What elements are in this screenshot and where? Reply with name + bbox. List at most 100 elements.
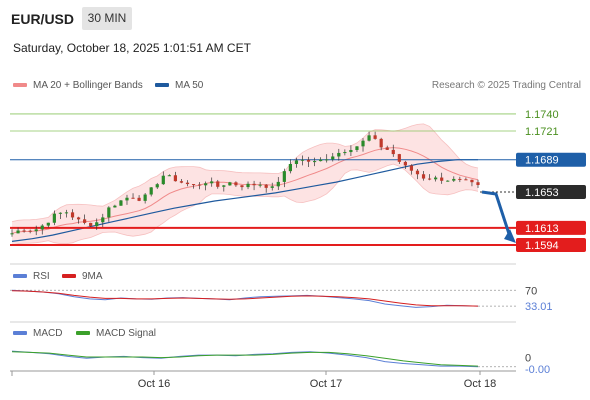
candle-body <box>379 138 383 148</box>
candle-body <box>240 185 244 188</box>
candle-body <box>476 182 480 186</box>
macd-zero-label: 0 <box>525 352 531 364</box>
candle-body <box>391 149 395 155</box>
candle-body <box>270 186 274 188</box>
candle-body <box>282 171 286 182</box>
candle-body <box>234 182 238 186</box>
candle-body <box>76 217 81 220</box>
candle-body <box>95 222 99 227</box>
legend-label-9ma: 9MA <box>82 271 103 282</box>
macd-line <box>11 350 479 368</box>
legend-ma50: MA 50 <box>155 80 203 91</box>
candle-body <box>131 197 135 199</box>
research-credit: Research © 2025 Trading Central <box>431 80 581 91</box>
timeframe-badge[interactable]: 30 MIN <box>82 7 132 30</box>
candle-body <box>113 205 117 208</box>
candle-body <box>70 212 75 218</box>
rsi-70-label: 70 <box>525 285 537 297</box>
legend-swatch-9ma <box>62 274 76 279</box>
candle-body <box>83 219 87 223</box>
x-tick-label: Oct 17 <box>310 378 342 390</box>
candle-body <box>415 170 420 175</box>
candle-body <box>337 152 341 157</box>
ma50-line <box>11 159 478 242</box>
candle-body <box>216 181 220 187</box>
candle-body <box>440 177 444 181</box>
candle-body <box>46 222 50 226</box>
candle-body <box>464 179 468 181</box>
candle-body <box>397 154 401 162</box>
legend-label-macd-signal: MACD Signal <box>96 328 157 339</box>
ma20-line <box>11 147 479 234</box>
candle-body <box>434 177 438 180</box>
candle-body <box>125 197 129 201</box>
legend-swatch-macd <box>13 331 27 336</box>
candle-body <box>40 225 44 230</box>
candle-body <box>325 159 329 161</box>
candle-body <box>452 178 456 181</box>
legend-9ma: 9MA <box>62 271 103 282</box>
candle-body <box>361 140 365 147</box>
candle-body <box>258 184 262 186</box>
bollinger-lower-line <box>11 163 479 246</box>
symbol-title: EUR/USD <box>11 11 75 27</box>
candle-body <box>155 184 159 188</box>
candle-body <box>264 184 268 188</box>
legend-label-rsi: RSI <box>33 271 50 282</box>
x-tick-label: Oct 18 <box>464 378 496 390</box>
candle-body <box>409 165 414 171</box>
candle-body <box>367 135 371 141</box>
candle-body <box>276 181 280 187</box>
level-label-1.1613: 1.1613 <box>525 223 559 235</box>
datetime-label: Saturday, October 18, 2025 1:01:51 AM CE… <box>13 41 251 55</box>
candle-body <box>421 174 426 179</box>
level-tag-1.1613 <box>516 220 586 235</box>
level-label-current: 1.1653 <box>525 187 559 199</box>
rsi-current-label: 33.01 <box>525 301 553 313</box>
candle-body <box>319 159 323 162</box>
projection-arrow-head <box>504 228 516 243</box>
candle-body <box>101 217 105 223</box>
legend-macd: MACD <box>13 328 62 339</box>
legend-bollinger: MA 20 + Bollinger Bands <box>13 80 143 91</box>
level-tag-1.1689 <box>516 152 586 167</box>
candle-body <box>204 183 208 186</box>
candle-body <box>34 229 38 232</box>
candle-body <box>252 183 256 186</box>
candle-body <box>349 149 353 153</box>
projection-arrow-line <box>481 190 512 238</box>
level-label-1.1689: 1.1689 <box>525 155 559 167</box>
level-label-1.1594: 1.1594 <box>525 240 559 252</box>
candle-body <box>167 175 171 177</box>
rsi-9ma-line <box>11 290 479 307</box>
candle-body <box>300 159 305 161</box>
x-tick-label: Oct 16 <box>138 378 170 390</box>
legend-label-macd: MACD <box>33 328 63 339</box>
candle-body <box>16 230 20 234</box>
candle-body <box>179 181 184 183</box>
legend-swatch-bollinger <box>13 83 27 88</box>
candle-body <box>198 184 202 186</box>
candle-body <box>58 212 63 214</box>
current-price-tag <box>516 185 586 200</box>
level-label-1.1721: 1.1721 <box>525 126 559 138</box>
candle-body <box>228 182 232 186</box>
candle-body <box>119 200 123 206</box>
candle-body <box>52 213 56 223</box>
candle-body <box>185 182 190 185</box>
candle-body <box>446 180 450 182</box>
candle-body <box>403 161 407 166</box>
candle-body <box>288 163 292 172</box>
candle-body <box>373 135 377 139</box>
candle-body <box>470 179 474 183</box>
candle-body <box>385 147 389 150</box>
candle-body <box>191 184 196 186</box>
bollinger-upper-line <box>11 123 479 223</box>
candle-body <box>173 175 178 182</box>
candle-body <box>107 207 111 218</box>
candle-body <box>343 152 347 154</box>
legend-swatch-macd-signal <box>76 331 90 336</box>
candle-body <box>22 230 26 232</box>
